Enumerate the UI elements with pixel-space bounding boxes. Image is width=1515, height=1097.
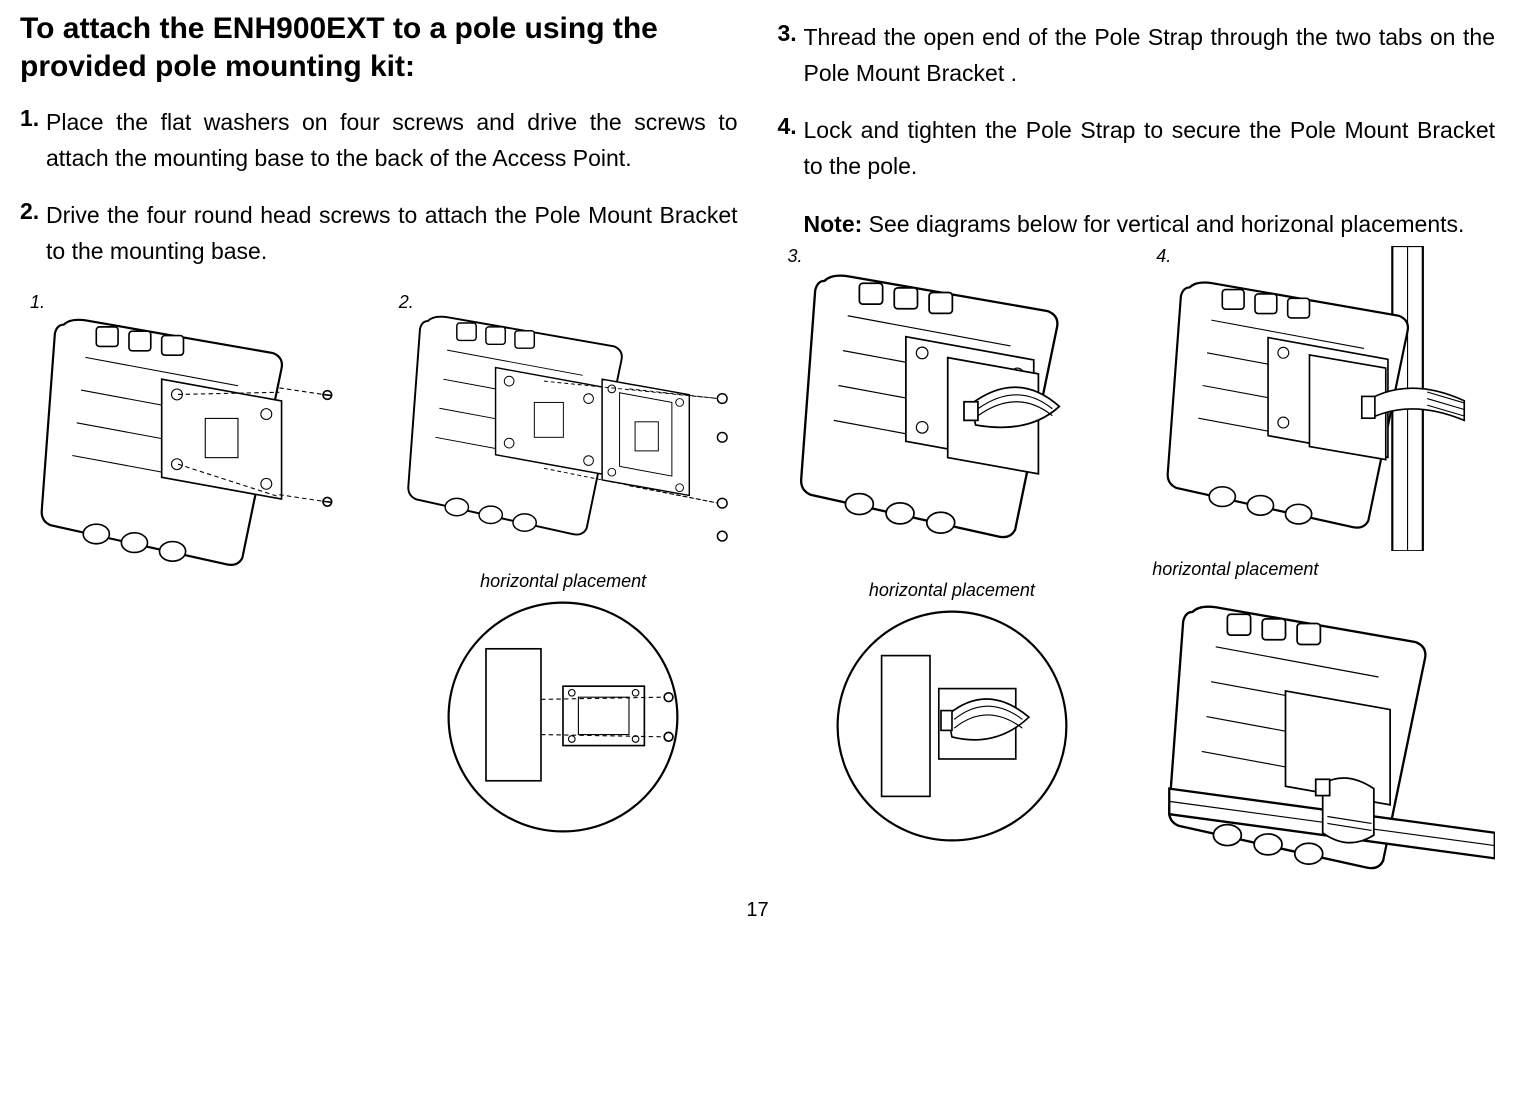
figure-2: 2. [389,292,738,838]
right-figures-row: 3. [778,246,1496,886]
figure-1-diagram [20,292,369,597]
page: To attach the ENH900EXT to a pole using … [0,0,1515,938]
figure-1-label: 1. [30,292,45,313]
figure-3: 3. [778,246,1127,886]
note: Note: See diagrams below for vertical an… [804,207,1496,243]
step-3-number: 3. [778,20,804,91]
note-text: See diagrams below for vertical and hori… [862,211,1464,237]
figure-4-diagram [1146,246,1495,551]
step-3: 3. Thread the open end of the Pole Strap… [778,20,1496,91]
right-column: 3. Thread the open end of the Pole Strap… [778,10,1496,887]
step-2-text: Drive the four round head screws to atta… [46,198,738,269]
figure-3-detail [778,605,1127,847]
step-4-text: Lock and tighten the Pole Strap to secur… [804,113,1496,184]
column-container: To attach the ENH900EXT to a pole using … [20,10,1495,887]
page-title: To attach the ENH900EXT to a pole using … [20,10,738,85]
step-1-number: 1. [20,105,46,176]
step-3-text: Thread the open end of the Pole Strap th… [804,20,1496,91]
step-1: 1. Place the flat washers on four screws… [20,105,738,176]
figure-3-label: 3. [788,246,803,267]
note-label: Note: [804,211,863,237]
figure-1: 1. [20,292,369,838]
figure-2-caption: horizontal placement [480,571,646,592]
figure-3-caption: horizontal placement [869,580,1035,601]
figure-2-diagram [389,292,738,563]
step-2: 2. Drive the four round head screws to a… [20,198,738,269]
step-1-text: Place the flat washers on four screws an… [46,105,738,176]
left-figures-row: 1. [20,292,738,838]
figure-4-caption: horizontal placement [1152,559,1318,580]
figure-4: 4. [1146,246,1495,886]
left-column: To attach the ENH900EXT to a pole using … [20,10,738,887]
figure-3-diagram [778,246,1127,572]
figure-4-detail [1146,584,1495,886]
step-2-number: 2. [20,198,46,269]
figure-2-label: 2. [399,292,414,313]
figure-4-label: 4. [1156,246,1171,267]
step-4: 4. Lock and tighten the Pole Strap to se… [778,113,1496,184]
page-number: 17 [20,893,1495,928]
step-4-number: 4. [778,113,804,184]
figure-2-detail [389,596,738,838]
